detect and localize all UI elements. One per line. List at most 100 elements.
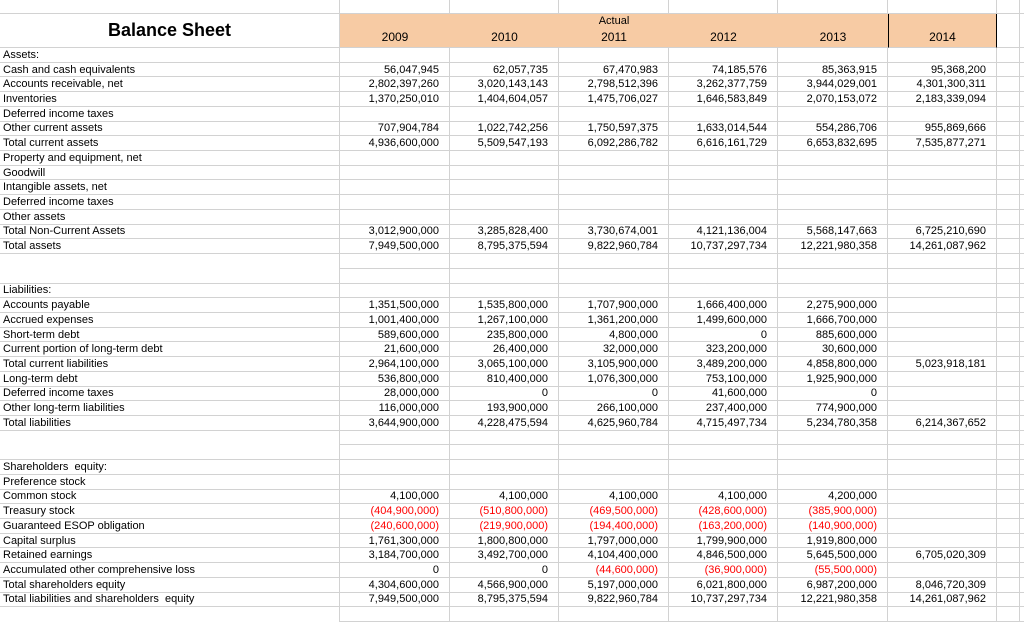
empty-value-cell[interactable] bbox=[778, 430, 888, 446]
value-cell[interactable]: 1,666,700,000 bbox=[778, 312, 888, 328]
empty-value-cell[interactable] bbox=[669, 165, 778, 181]
value-cell[interactable]: 0 bbox=[559, 386, 669, 402]
empty-cell[interactable] bbox=[997, 607, 1020, 622]
empty-value-cell[interactable] bbox=[778, 106, 888, 122]
empty-value-cell[interactable] bbox=[888, 195, 997, 210]
row-label-cell[interactable]: Deferred income taxes bbox=[0, 106, 340, 122]
row-label-cell[interactable]: Total assets bbox=[0, 239, 340, 255]
empty-label-cell[interactable] bbox=[0, 430, 340, 446]
year-header-2009[interactable]: 2009 bbox=[340, 14, 450, 48]
empty-cell[interactable] bbox=[997, 460, 1020, 475]
row-label-cell[interactable]: Accounts receivable, net bbox=[0, 77, 340, 93]
value-cell[interactable]: 3,012,900,000 bbox=[340, 224, 450, 240]
value-cell[interactable]: 1,370,250,010 bbox=[340, 92, 450, 107]
year-header-2012[interactable]: 2012 bbox=[669, 14, 778, 48]
value-cell[interactable]: 4,936,600,000 bbox=[340, 136, 450, 152]
value-cell[interactable]: 4,100,000 bbox=[669, 489, 778, 505]
empty-value-cell[interactable] bbox=[559, 607, 669, 622]
empty-value-cell[interactable] bbox=[888, 268, 997, 284]
value-cell[interactable]: 5,509,547,193 bbox=[450, 136, 559, 152]
value-cell[interactable]: 4,715,497,734 bbox=[669, 415, 778, 431]
value-cell[interactable]: 4,228,475,594 bbox=[450, 415, 559, 431]
row-label-cell[interactable]: Capital surplus bbox=[0, 533, 340, 549]
empty-value-cell[interactable] bbox=[778, 151, 888, 166]
empty-value-cell[interactable] bbox=[888, 430, 997, 446]
row-label-cell[interactable]: Long-term debt bbox=[0, 371, 340, 387]
empty-cell[interactable] bbox=[997, 180, 1020, 196]
value-cell[interactable]: (240,600,000) bbox=[340, 519, 450, 534]
empty-cell[interactable] bbox=[997, 14, 1020, 48]
value-cell[interactable]: 5,023,918,181 bbox=[888, 357, 997, 372]
value-cell[interactable]: 7,949,500,000 bbox=[340, 592, 450, 608]
empty-label-cell[interactable] bbox=[0, 607, 340, 622]
empty-value-cell[interactable] bbox=[669, 607, 778, 622]
empty-value-cell[interactable] bbox=[669, 209, 778, 225]
value-cell[interactable]: 3,492,700,000 bbox=[450, 548, 559, 564]
value-cell[interactable]: 554,286,706 bbox=[778, 121, 888, 137]
value-cell[interactable]: 1,633,014,544 bbox=[669, 121, 778, 137]
empty-value-cell[interactable] bbox=[340, 48, 450, 63]
value-cell[interactable]: 1,022,742,256 bbox=[450, 121, 559, 137]
empty-value-cell[interactable] bbox=[559, 209, 669, 225]
value-cell[interactable]: 1,800,800,000 bbox=[450, 533, 559, 549]
empty-cell[interactable] bbox=[997, 386, 1020, 402]
value-cell[interactable]: 1,404,604,057 bbox=[450, 92, 559, 107]
sheet-title-cell[interactable]: Balance Sheet bbox=[0, 14, 340, 48]
empty-value-cell[interactable] bbox=[778, 48, 888, 63]
empty-value-cell[interactable] bbox=[888, 312, 997, 328]
value-cell[interactable]: 67,470,983 bbox=[559, 62, 669, 78]
value-cell[interactable]: 3,730,674,001 bbox=[559, 224, 669, 240]
row-label-cell[interactable]: Other assets bbox=[0, 209, 340, 225]
empty-value-cell[interactable] bbox=[888, 563, 997, 578]
value-cell[interactable]: (194,400,000) bbox=[559, 519, 669, 534]
empty-value-cell[interactable] bbox=[340, 195, 450, 210]
empty-value-cell[interactable] bbox=[559, 283, 669, 299]
value-cell[interactable]: 5,645,500,000 bbox=[778, 548, 888, 564]
empty-value-cell[interactable] bbox=[340, 268, 450, 284]
value-cell[interactable]: 1,797,000,000 bbox=[559, 533, 669, 549]
empty-cell[interactable] bbox=[997, 136, 1020, 152]
empty-cell[interactable] bbox=[997, 312, 1020, 328]
empty-cell[interactable] bbox=[997, 62, 1020, 78]
value-cell[interactable]: 1,750,597,375 bbox=[559, 121, 669, 137]
empty-cell[interactable] bbox=[997, 268, 1020, 284]
empty-cell[interactable] bbox=[997, 77, 1020, 93]
empty-value-cell[interactable] bbox=[778, 209, 888, 225]
empty-cell[interactable] bbox=[997, 489, 1020, 505]
value-cell[interactable]: 237,400,000 bbox=[669, 401, 778, 416]
row-label-cell[interactable]: Intangible assets, net bbox=[0, 180, 340, 196]
empty-value-cell[interactable] bbox=[450, 180, 559, 196]
value-cell[interactable]: 1,499,600,000 bbox=[669, 312, 778, 328]
row-label-cell[interactable]: Short-term debt bbox=[0, 327, 340, 343]
empty-value-cell[interactable] bbox=[888, 401, 997, 416]
empty-value-cell[interactable] bbox=[888, 504, 997, 519]
value-cell[interactable]: 0 bbox=[450, 563, 559, 578]
empty-value-cell[interactable] bbox=[669, 283, 778, 299]
value-cell[interactable]: 810,400,000 bbox=[450, 371, 559, 387]
empty-value-cell[interactable] bbox=[669, 195, 778, 210]
empty-value-cell[interactable] bbox=[778, 460, 888, 475]
empty-value-cell[interactable] bbox=[669, 460, 778, 475]
empty-value-cell[interactable] bbox=[888, 106, 997, 122]
value-cell[interactable]: 4,104,400,000 bbox=[559, 548, 669, 564]
value-cell[interactable]: 4,858,800,000 bbox=[778, 357, 888, 372]
row-label-cell[interactable]: Other long-term liabilities bbox=[0, 401, 340, 416]
value-cell[interactable]: 1,919,800,000 bbox=[778, 533, 888, 549]
value-cell[interactable]: 4,100,000 bbox=[559, 489, 669, 505]
empty-cell[interactable] bbox=[997, 592, 1020, 608]
year-header-2014[interactable]: 2014 bbox=[888, 14, 997, 48]
section-label-cell[interactable]: Assets: bbox=[0, 48, 340, 63]
value-cell[interactable]: 3,020,143,143 bbox=[450, 77, 559, 93]
row-label-cell[interactable]: Goodwill bbox=[0, 165, 340, 181]
value-cell[interactable]: 1,535,800,000 bbox=[450, 298, 559, 313]
row-label-cell[interactable]: Total liabilities bbox=[0, 415, 340, 431]
value-cell[interactable]: (44,600,000) bbox=[559, 563, 669, 578]
value-cell[interactable]: 2,070,153,072 bbox=[778, 92, 888, 107]
empty-value-cell[interactable] bbox=[340, 445, 450, 461]
value-cell[interactable]: 12,221,980,358 bbox=[778, 239, 888, 255]
value-cell[interactable]: 10,737,297,734 bbox=[669, 239, 778, 255]
empty-value-cell[interactable] bbox=[888, 327, 997, 343]
empty-cell[interactable] bbox=[997, 401, 1020, 416]
value-cell[interactable]: 4,100,000 bbox=[340, 489, 450, 505]
empty-value-cell[interactable] bbox=[888, 342, 997, 358]
